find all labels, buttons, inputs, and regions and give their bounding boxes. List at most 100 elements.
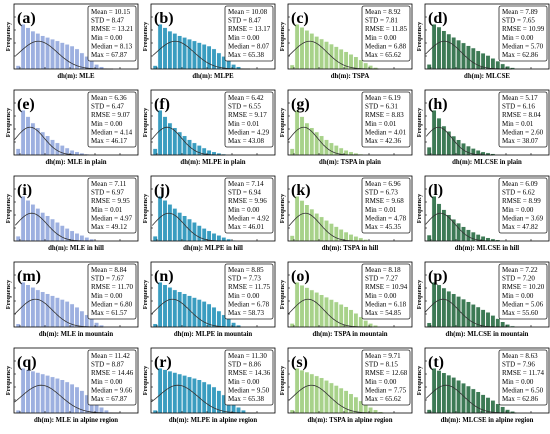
histogram-bar [305, 288, 309, 327]
panel-label: (r) [154, 354, 172, 371]
histogram-bar [70, 46, 74, 69]
histogram-bar [447, 34, 451, 69]
stat-rmse: RMSE = 13.17 [228, 25, 271, 33]
histogram-bar [36, 208, 40, 241]
histogram-bar [501, 407, 505, 413]
histogram-bar [65, 44, 69, 69]
histogram-bar [329, 300, 333, 327]
histogram-bar [324, 297, 328, 327]
stat-mean: Mean = 6.42 [228, 94, 264, 102]
stat-min: Min = 0.00 [228, 206, 260, 214]
histogram-bar [31, 287, 35, 327]
stat-max: Max = 65.62 [365, 395, 402, 403]
stat-min: Min = 0.00 [228, 292, 260, 300]
histogram-bar [90, 319, 94, 327]
stat-max: Max = 54.85 [365, 309, 402, 317]
histogram-bar [158, 110, 162, 155]
stat-rmse: RMSE = 12.68 [365, 369, 408, 377]
histogram-bar [173, 290, 177, 327]
stat-std: STD = 6.97 [91, 189, 124, 197]
stat-min: Min = 0.00 [91, 378, 123, 386]
y-axis-label: Frequency [279, 279, 286, 309]
histogram-bar [182, 37, 186, 69]
panel-label: (h) [428, 96, 448, 113]
stat-median: Median = 4.78 [365, 214, 407, 222]
stat-min: Min = 0.00 [502, 34, 534, 42]
stat-mean: Mean = 8.63 [502, 352, 538, 360]
histogram-bar [178, 292, 182, 327]
stat-mean: Mean = 11.42 [91, 352, 130, 360]
histogram-bar [466, 146, 470, 155]
x-axis-label: dh(m): MLPE in alpine region [169, 417, 257, 424]
stat-rmse: RMSE = 13.21 [91, 25, 134, 33]
stat-median: Median = 5.70 [502, 42, 544, 50]
x-axis-label: dh(m): MLCSE in alpine region [441, 417, 534, 424]
histogram-bar [300, 370, 304, 413]
stat-std: STD = 6.62 [502, 189, 535, 197]
histogram-bar [65, 382, 69, 413]
histogram-bar [212, 387, 216, 413]
histogram-bar [55, 143, 59, 155]
stat-std: STD = 7.27 [365, 275, 398, 283]
histogram-bar [41, 212, 45, 241]
y-axis-label: Frequency [5, 107, 12, 137]
stat-min: Min = 0.01 [502, 120, 534, 128]
histogram-bar [163, 200, 167, 241]
histogram-bar [319, 217, 323, 241]
x-axis-label: dh(m): MLPE [192, 73, 234, 80]
x-axis-label: dh(m): MLCSE in plain [452, 159, 522, 166]
stat-max: Max = 55.60 [502, 309, 539, 317]
stat-rmse: RMSE = 11.85 [365, 25, 408, 33]
histogram-bar [319, 136, 323, 155]
histogram-bar [187, 39, 191, 69]
stat-median: Median = 6.80 [91, 300, 133, 308]
histogram-bar [173, 208, 177, 241]
stat-rmse: RMSE = 10.94 [365, 283, 408, 291]
histogram-bar [501, 322, 505, 327]
panel-label: (e) [17, 96, 35, 113]
stat-rmse: RMSE = 9.96 [228, 197, 267, 205]
stat-max: Max = 67.87 [91, 395, 128, 403]
histogram-bar [36, 128, 40, 155]
x-axis-label: dh(m): MLCSE in mountain [446, 331, 529, 338]
stat-mean: Mean = 8.84 [91, 266, 127, 274]
histogram-bar [41, 374, 45, 413]
histogram-bar [187, 377, 191, 413]
stat-min: Min = 0.00 [502, 378, 534, 386]
stat-std: STD = 7.81 [365, 17, 398, 25]
histogram-bar [45, 294, 49, 327]
stat-median: Median = 9.50 [228, 386, 270, 394]
histogram-bar [192, 222, 196, 241]
histogram-bar [158, 368, 162, 413]
histogram-bar [354, 397, 358, 413]
stat-std: STD = 7.65 [502, 17, 535, 25]
histogram-bar [354, 236, 358, 241]
stat-std: STD = 7.96 [502, 361, 535, 369]
stat-std: STD = 8.15 [365, 361, 398, 369]
histogram-bar [55, 222, 59, 241]
stat-min: Min = 0.01 [91, 206, 123, 214]
histogram-bar [31, 31, 35, 69]
histogram-bar [442, 373, 446, 413]
histogram-bar [80, 235, 84, 241]
histogram-bar [212, 233, 216, 241]
histogram-bar [45, 136, 49, 155]
stat-median: Median = 8.07 [228, 42, 270, 50]
stat-std: STD = 8.47 [228, 17, 261, 25]
stat-min: Min = 0.01 [228, 120, 260, 128]
stat-min: Min = 0.00 [228, 378, 260, 386]
stat-rmse: RMSE = 14.36 [228, 369, 271, 377]
histogram-bar [55, 41, 59, 69]
x-axis-label: dh(m): MLPE in plain [180, 159, 245, 166]
histogram-bar [315, 213, 319, 241]
histogram-bar [300, 117, 304, 155]
histogram-bar [305, 30, 309, 69]
stat-rmse: RMSE = 14.46 [91, 369, 134, 377]
histogram-bar [329, 223, 333, 241]
histogram-bar [486, 55, 490, 69]
histogram-bar [491, 58, 495, 69]
histogram-bar [26, 285, 30, 327]
histogram-bar [168, 371, 172, 413]
